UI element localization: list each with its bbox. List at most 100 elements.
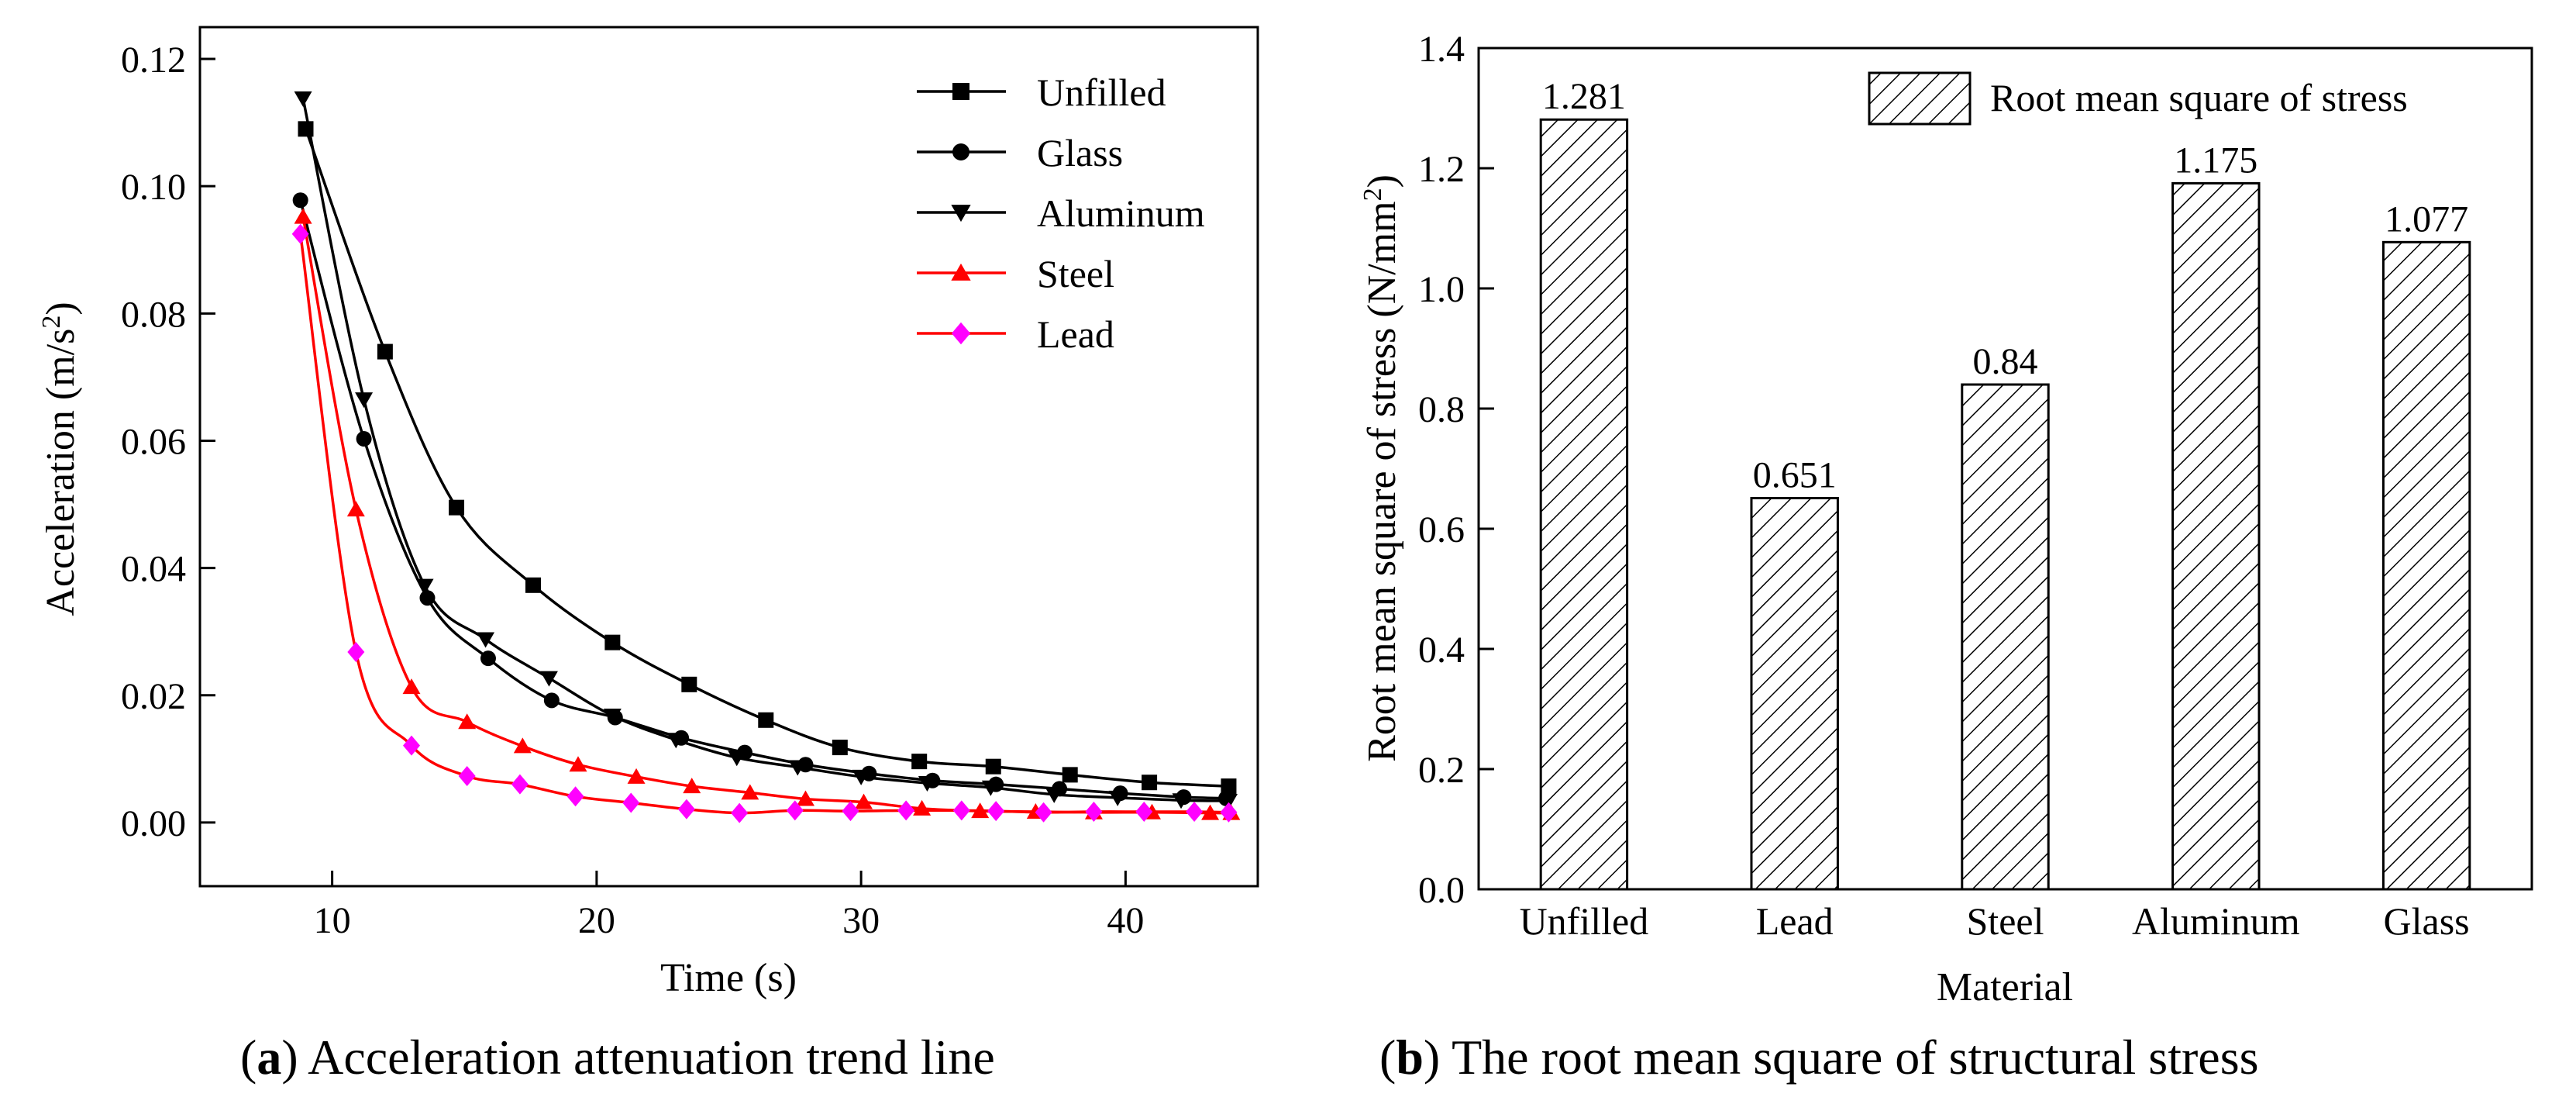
y-tick-label-b: 0.0 bbox=[1418, 870, 1465, 911]
bar-steel bbox=[1961, 383, 2050, 891]
legend-a: Unfilled Glass Aluminum Steel Lead bbox=[917, 71, 1205, 356]
y-tick-label-b: 0.2 bbox=[1418, 750, 1465, 791]
series-lead bbox=[291, 223, 1238, 823]
y-tick-label-a: 0.02 bbox=[121, 676, 186, 717]
data-point-lead bbox=[458, 766, 476, 787]
data-point-glass bbox=[419, 590, 436, 606]
data-point-lead bbox=[677, 799, 695, 819]
series-steel bbox=[294, 208, 1241, 820]
legend-marker-aluminum bbox=[951, 205, 971, 223]
series-unfilled bbox=[298, 121, 1237, 795]
legend-swatch-b bbox=[1868, 71, 1972, 126]
y-axis-label-a-sup: 2 bbox=[37, 316, 66, 329]
legend-label-unfilled: Unfilled bbox=[1037, 71, 1166, 114]
data-point-lead bbox=[1186, 801, 1204, 822]
x-axis-label-b: Material bbox=[1937, 965, 2073, 1009]
data-point-lead bbox=[347, 641, 365, 662]
data-point-aluminum bbox=[728, 750, 746, 767]
data-point-lead bbox=[511, 774, 529, 795]
bar-glass bbox=[2381, 240, 2471, 891]
data-point-aluminum bbox=[666, 733, 685, 749]
series-lines-a bbox=[291, 91, 1241, 823]
data-point-steel bbox=[569, 756, 587, 772]
acceleration-chart: 10 20 30 40 0.00 0.02 0.04 0.06 0.08 0.10 0.12 Unf… bbox=[37, 26, 1259, 1085]
data-point-aluminum bbox=[788, 760, 807, 776]
y-axis-label-b-sup: 2 bbox=[1359, 188, 1387, 201]
category-label: Glass bbox=[2384, 899, 2470, 943]
bar-value-label: 1.077 bbox=[2385, 198, 2468, 240]
data-point-lead bbox=[1085, 801, 1103, 822]
data-point-unfilled bbox=[525, 577, 541, 593]
data-point-aluminum bbox=[1172, 793, 1190, 809]
data-point-aluminum bbox=[1045, 787, 1063, 803]
data-point-glass bbox=[292, 192, 308, 209]
data-point-aluminum bbox=[603, 709, 622, 725]
caption-a-text: Acceleration attenuation trend line bbox=[308, 1030, 995, 1085]
data-point-aluminum bbox=[918, 776, 936, 792]
data-point-aluminum bbox=[539, 671, 558, 687]
bars-b: 1.281 0.651 0.84 1.175 1.077 bbox=[1539, 76, 2471, 891]
data-point-lead bbox=[731, 802, 749, 823]
y-axis-label-a-end: ) bbox=[39, 302, 83, 315]
data-point-lead bbox=[567, 786, 584, 807]
y-axis-label-a: Acceleration (m/s2) bbox=[37, 302, 84, 616]
data-point-aluminum bbox=[852, 769, 870, 785]
data-point-lead bbox=[987, 801, 1005, 822]
data-point-steel bbox=[627, 768, 646, 784]
y-tick-label-b: 1.4 bbox=[1418, 29, 1465, 70]
category-label: Aluminum bbox=[2132, 899, 2300, 943]
data-point-unfilled bbox=[681, 676, 697, 692]
x-tick-label-a: 10 bbox=[314, 900, 351, 941]
y-tick-label-b: 1.2 bbox=[1418, 149, 1465, 190]
bar-aluminum bbox=[2171, 181, 2261, 891]
legend-label-steel: Steel bbox=[1037, 252, 1114, 295]
axis-ticks-a: 10 20 30 40 0.00 0.02 0.04 0.06 0.08 0.10 0.12 bbox=[121, 40, 1144, 941]
caption-a: (a) Acceleration attenuation trend line bbox=[240, 1030, 995, 1085]
y-tick-label-b: 0.6 bbox=[1418, 509, 1465, 550]
data-point-lead bbox=[897, 800, 915, 821]
data-point-glass bbox=[543, 692, 560, 709]
data-point-unfilled bbox=[1062, 767, 1078, 783]
x-tick-label-a: 40 bbox=[1107, 900, 1144, 941]
y-tick-label-a: 0.00 bbox=[121, 803, 186, 844]
series-aluminum bbox=[294, 91, 1238, 810]
y-tick-label-a: 0.06 bbox=[121, 421, 186, 462]
data-point-lead bbox=[842, 801, 859, 822]
data-point-lead bbox=[952, 800, 970, 821]
x-axis-label-a: Time (s) bbox=[660, 956, 797, 1000]
panel-label-a: a bbox=[257, 1030, 281, 1085]
legend-marker-glass bbox=[952, 143, 969, 160]
data-point-lead bbox=[1035, 802, 1052, 823]
legend-b: Root mean square of stress bbox=[1868, 71, 2408, 126]
data-point-aluminum bbox=[355, 392, 374, 409]
data-point-unfilled bbox=[604, 634, 621, 650]
data-point-aluminum bbox=[294, 91, 312, 107]
axis-ticks-b: 0.0 0.2 0.4 0.6 0.8 1.0 1.2 1.4 Unfilled Lead Stee… bbox=[1418, 29, 2470, 943]
data-point-glass bbox=[356, 431, 372, 447]
data-point-steel bbox=[741, 784, 759, 800]
plot-frame-a bbox=[198, 26, 1259, 888]
data-point-aluminum bbox=[415, 578, 434, 595]
data-point-steel bbox=[402, 678, 421, 695]
data-point-steel bbox=[294, 208, 312, 224]
data-point-steel bbox=[346, 501, 365, 517]
caption-b-close: ) bbox=[1424, 1030, 1452, 1085]
bar-lead bbox=[1750, 496, 1839, 891]
data-point-steel bbox=[513, 737, 532, 754]
stress-bar-chart: 0.0 0.2 0.4 0.6 0.8 1.0 1.2 1.4 Unfilled Lead Stee… bbox=[1359, 29, 2533, 1085]
data-point-lead bbox=[622, 792, 640, 813]
bar-value-label: 1.175 bbox=[2174, 140, 2257, 181]
data-point-lead bbox=[291, 223, 309, 244]
data-point-steel bbox=[855, 793, 873, 809]
data-point-unfilled bbox=[449, 499, 465, 516]
panel-label-b: b bbox=[1396, 1030, 1424, 1085]
legend-label-b: Root mean square of stress bbox=[1990, 76, 2408, 119]
caption-a-close: ) bbox=[281, 1030, 308, 1085]
legend-marker-steel bbox=[951, 263, 971, 281]
data-point-aluminum bbox=[1219, 794, 1238, 810]
data-point-lead bbox=[1135, 801, 1153, 822]
data-point-steel bbox=[683, 778, 701, 794]
data-point-steel bbox=[796, 790, 814, 806]
data-point-lead bbox=[1220, 802, 1238, 823]
